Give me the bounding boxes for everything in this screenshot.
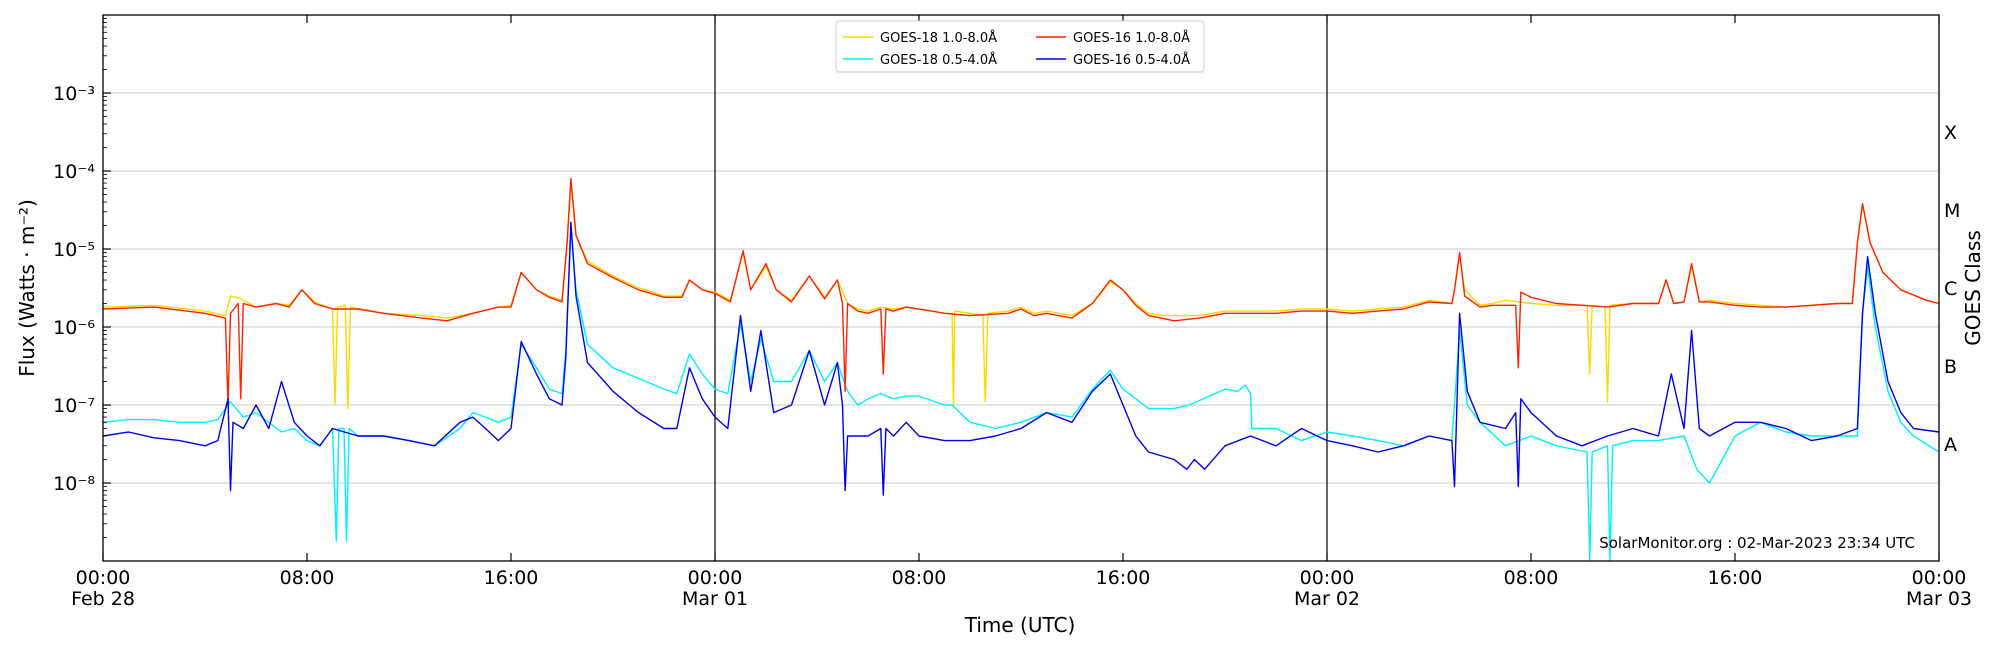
x-tick-label-time: 08:00 (280, 567, 335, 589)
x-tick-label-time: 08:00 (1504, 567, 1559, 589)
legend-box (835, 20, 1205, 73)
goes-class-label-X: X (1944, 122, 1957, 144)
x-tick-label-time: 00:00 (688, 567, 743, 589)
x-tick-label-time: 16:00 (1708, 567, 1763, 589)
x-tick-label-date: Mar 01 (682, 588, 748, 610)
goes-class-label-B: B (1944, 356, 1957, 378)
grid-lines (103, 92, 1939, 484)
y-tick-label: 10⁻⁴ (53, 161, 95, 183)
x-axis-label: Time (UTC) (964, 613, 1076, 637)
series-lines (102, 177, 1940, 562)
y-tick-label: 10⁻⁶ (53, 317, 95, 339)
x-tick-label-date: Feb 28 (71, 588, 135, 610)
x-tick-label-time: 16:00 (1096, 567, 1151, 589)
x-tick-label-time: 08:00 (892, 567, 947, 589)
plot-frame (102, 14, 1940, 562)
legend-label-goes16-long: GOES-16 1.0-8.0Å (1073, 30, 1190, 46)
x-tick-label-time: 16:00 (484, 567, 539, 589)
goes-class-label-A: A (1944, 434, 1957, 456)
x-tick-label-time: 00:00 (1300, 567, 1355, 589)
series-line-1 (102, 228, 1940, 562)
goes-class-labels: X M C B A (1944, 122, 1960, 456)
x-tick-label-time: 00:00 (1912, 567, 1967, 589)
legend-label-goes18-long: GOES-18 1.0-8.0Å (880, 30, 997, 46)
x-tick-label-date: Mar 03 (1906, 588, 1972, 610)
series-line-0 (102, 182, 1940, 410)
legend-label-goes18-short: GOES-18 0.5-4.0Å (880, 52, 997, 68)
series-line-3 (102, 221, 1940, 496)
y-axis-label: Flux (Watts · m⁻²) (15, 199, 39, 377)
source-timestamp-annotation: SolarMonitor.org : 02-Mar-2023 23:34 UTC (1599, 534, 1915, 552)
legend: GOES-18 1.0-8.0Å GOES-18 0.5-4.0Å GOES-1… (835, 20, 1205, 73)
goes-class-label-C: C (1944, 278, 1957, 300)
x-tick-label-date: Mar 02 (1294, 588, 1360, 610)
x-tick-label-time: 00:00 (76, 567, 131, 589)
series-line-2 (102, 177, 1940, 406)
y-tick-label: 10⁻⁷ (53, 395, 95, 417)
legend-label-goes16-short: GOES-16 0.5-4.0Å (1073, 52, 1190, 68)
y2-axis-label: GOES Class (1961, 230, 1985, 346)
y-tick-label: 10⁻⁸ (53, 473, 95, 495)
y-tick-label: 10⁻⁵ (53, 239, 95, 261)
goes-class-label-M: M (1944, 200, 1960, 222)
day-boundary-lines (714, 15, 1328, 561)
y-axis-ticks: 10⁻³ 10⁻⁴ 10⁻⁵ 10⁻⁶ 10⁻⁷ 10⁻⁸ (53, 18, 111, 538)
y-tick-label: 10⁻³ (53, 83, 95, 105)
